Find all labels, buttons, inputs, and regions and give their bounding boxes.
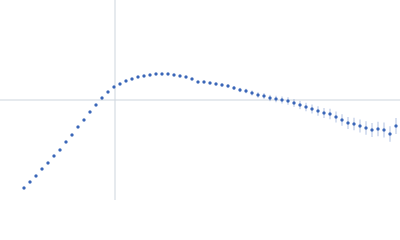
point (28, 180, 32, 184)
point (298, 103, 302, 107)
point (70, 133, 74, 137)
point (364, 126, 368, 130)
point (274, 97, 278, 101)
point (112, 85, 116, 89)
point (340, 118, 344, 122)
point (172, 73, 176, 77)
point (388, 132, 392, 136)
point (40, 167, 44, 171)
point (358, 124, 362, 128)
point (148, 73, 152, 77)
point (136, 75, 140, 79)
point (238, 88, 242, 92)
point (58, 148, 62, 152)
point (34, 174, 38, 178)
point (190, 77, 194, 81)
point (160, 72, 164, 76)
point (322, 111, 326, 115)
point (262, 94, 266, 98)
point (214, 82, 218, 86)
point (22, 186, 26, 190)
point (280, 98, 284, 102)
point (106, 90, 110, 94)
point (76, 125, 80, 129)
point (244, 89, 248, 93)
point (124, 79, 128, 83)
point (46, 161, 50, 165)
point (154, 72, 158, 76)
point (376, 127, 380, 131)
point (256, 93, 260, 97)
point (232, 86, 236, 90)
point (196, 80, 200, 84)
point (328, 112, 332, 116)
point (346, 121, 350, 125)
point (130, 77, 134, 81)
point (202, 80, 206, 84)
point (292, 101, 296, 105)
point (118, 82, 122, 86)
point (370, 128, 374, 132)
point (64, 140, 68, 144)
point (94, 103, 98, 107)
point (220, 83, 224, 87)
point (88, 110, 92, 114)
point (334, 115, 338, 119)
point (184, 75, 188, 79)
point (166, 72, 170, 76)
point (286, 99, 290, 103)
point (100, 96, 104, 100)
point (352, 122, 356, 126)
point (226, 84, 230, 88)
point (382, 128, 386, 132)
point (82, 118, 86, 122)
point (250, 91, 254, 95)
point (268, 96, 272, 100)
point (52, 154, 56, 158)
point (178, 74, 182, 78)
point (142, 74, 146, 78)
point (316, 109, 320, 113)
point (304, 105, 308, 109)
point (208, 81, 212, 85)
point (310, 107, 314, 111)
chart (0, 0, 400, 200)
point (394, 124, 398, 128)
